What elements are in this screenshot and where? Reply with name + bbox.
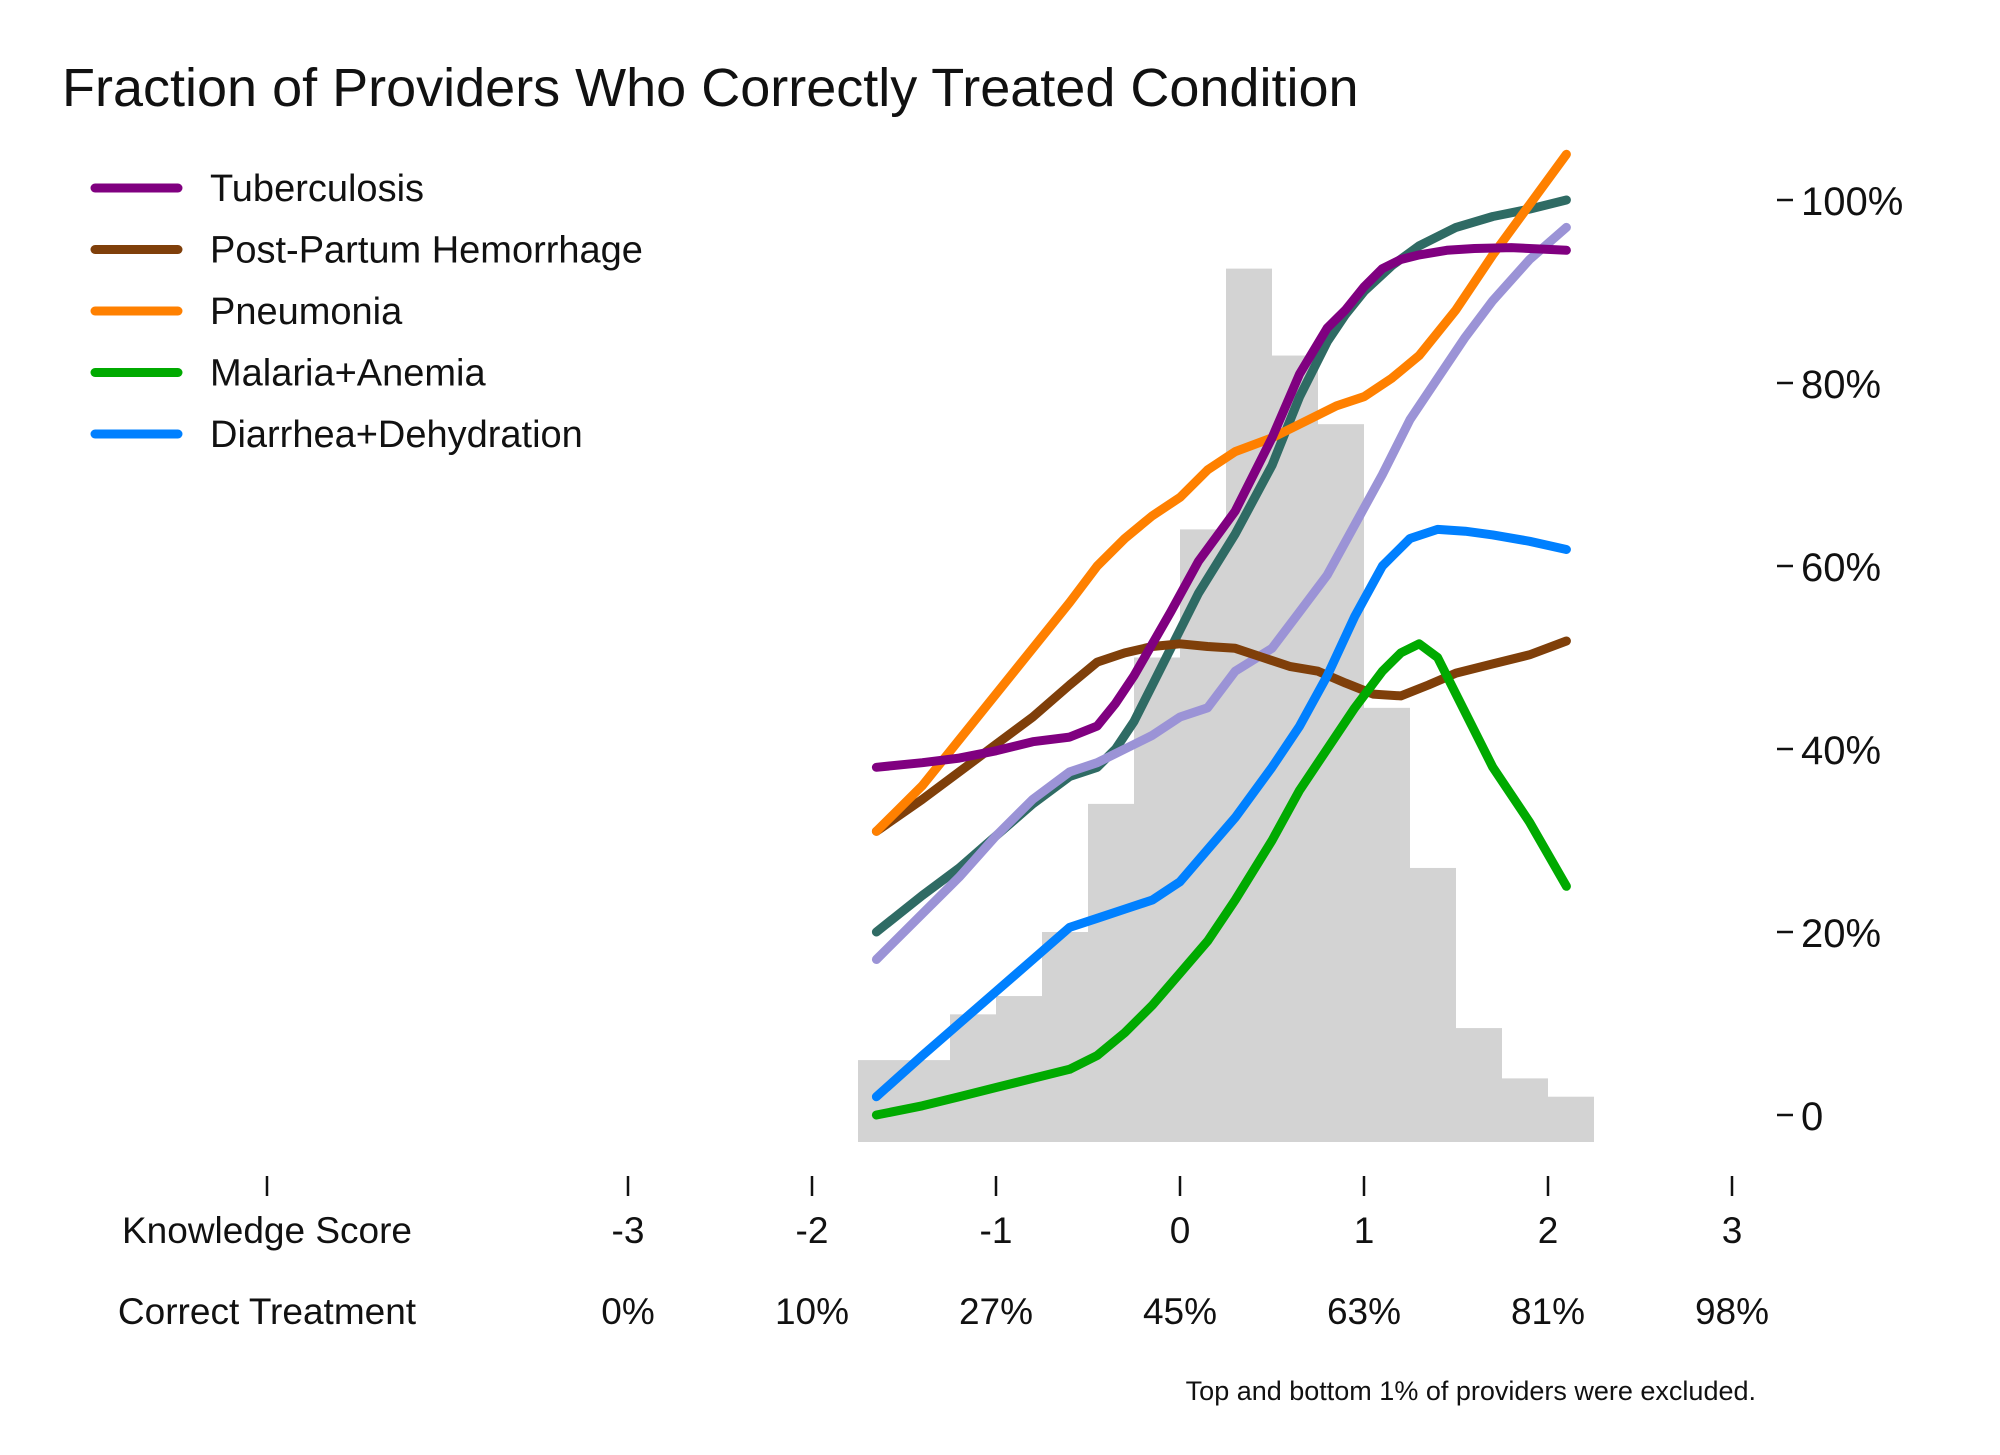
x-tick-label-knowledge: -1 (980, 1210, 1013, 1251)
x-tick-label-treatment: 0% (601, 1291, 654, 1332)
y-tick-label: 60% (1801, 546, 1881, 590)
legend-label-tuberculosis: Tuberculosis (210, 168, 424, 210)
histogram-bar (1548, 1096, 1594, 1142)
x-tick-label-treatment: 81% (1511, 1291, 1585, 1332)
series-line-post-partum-hemorrhage (871, 636, 1571, 836)
x-tick-label-knowledge: -3 (612, 1210, 645, 1251)
y-tick-label: 80% (1801, 363, 1881, 407)
x-tick-label-treatment: 45% (1143, 1291, 1217, 1332)
x-tick-label-knowledge: 3 (1722, 1210, 1743, 1251)
x-tick-label-knowledge: -2 (796, 1210, 829, 1251)
histogram-bar (996, 996, 1042, 1142)
series-line-tuberculosis (871, 243, 1571, 772)
histogram-bar (950, 1014, 996, 1142)
histogram-bar (1088, 803, 1134, 1142)
y-axis: 0 20% 40% 60% 80% 100% (1777, 180, 1903, 1139)
histogram-bar (1318, 424, 1364, 1142)
histogram-bar (1364, 707, 1410, 1142)
legend-label-pneumonia: Pneumonia (210, 291, 403, 333)
x-tick-label-treatment: 98% (1695, 1291, 1769, 1332)
histogram-bar (1272, 355, 1318, 1142)
legend-label-post-partum-hemorrhage: Post-Partum Hemorrhage (210, 230, 643, 272)
histogram-bar (1410, 867, 1456, 1142)
histogram-bar (1226, 268, 1272, 1142)
histogram-bar (1042, 932, 1088, 1142)
x-tick-label-treatment: 27% (959, 1291, 1033, 1332)
series-lines (871, 149, 1571, 1120)
series-line-pneumonia (871, 149, 1571, 836)
x-tick-label-treatment: 63% (1327, 1291, 1401, 1332)
histogram-bar (1502, 1078, 1548, 1142)
y-tick-label: 0 (1801, 1095, 1823, 1139)
correct-treatment-row-label: Correct Treatment (118, 1291, 417, 1332)
series-line-diarrhea-dehydration (871, 524, 1571, 1102)
legend: Tuberculosis Post-Partum Hemorrhage Pneumo… (90, 168, 643, 456)
series-line-unlabeled-6 (871, 222, 1571, 964)
x-tick-label-knowledge: 2 (1538, 1210, 1559, 1251)
x-tick-label-treatment: 10% (775, 1291, 849, 1332)
footnote: Top and bottom 1% of providers were excl… (1186, 1376, 1756, 1406)
series-line-malaria-anemia (871, 639, 1571, 1120)
legend-label-diarrhea-dehydration: Diarrhea+Dehydration (210, 414, 583, 456)
knowledge-score-row-label: Knowledge Score (122, 1210, 412, 1251)
y-tick-label: 20% (1801, 912, 1881, 956)
histogram-bar (1456, 1028, 1502, 1142)
y-tick-label: 40% (1801, 729, 1881, 773)
x-tick-label-knowledge: 0 (1170, 1210, 1191, 1251)
y-tick-label: 100% (1801, 180, 1903, 224)
x-tick-label-knowledge: 1 (1354, 1210, 1375, 1251)
x-axis: -3 0% -2 10% -1 27% 0 45% 1 63% 2 81% 3 98% (265, 1176, 1769, 1332)
chart-title: Fraction of Providers Who Correctly Trea… (62, 58, 1359, 118)
legend-label-malaria-anemia: Malaria+Anemia (210, 353, 486, 395)
